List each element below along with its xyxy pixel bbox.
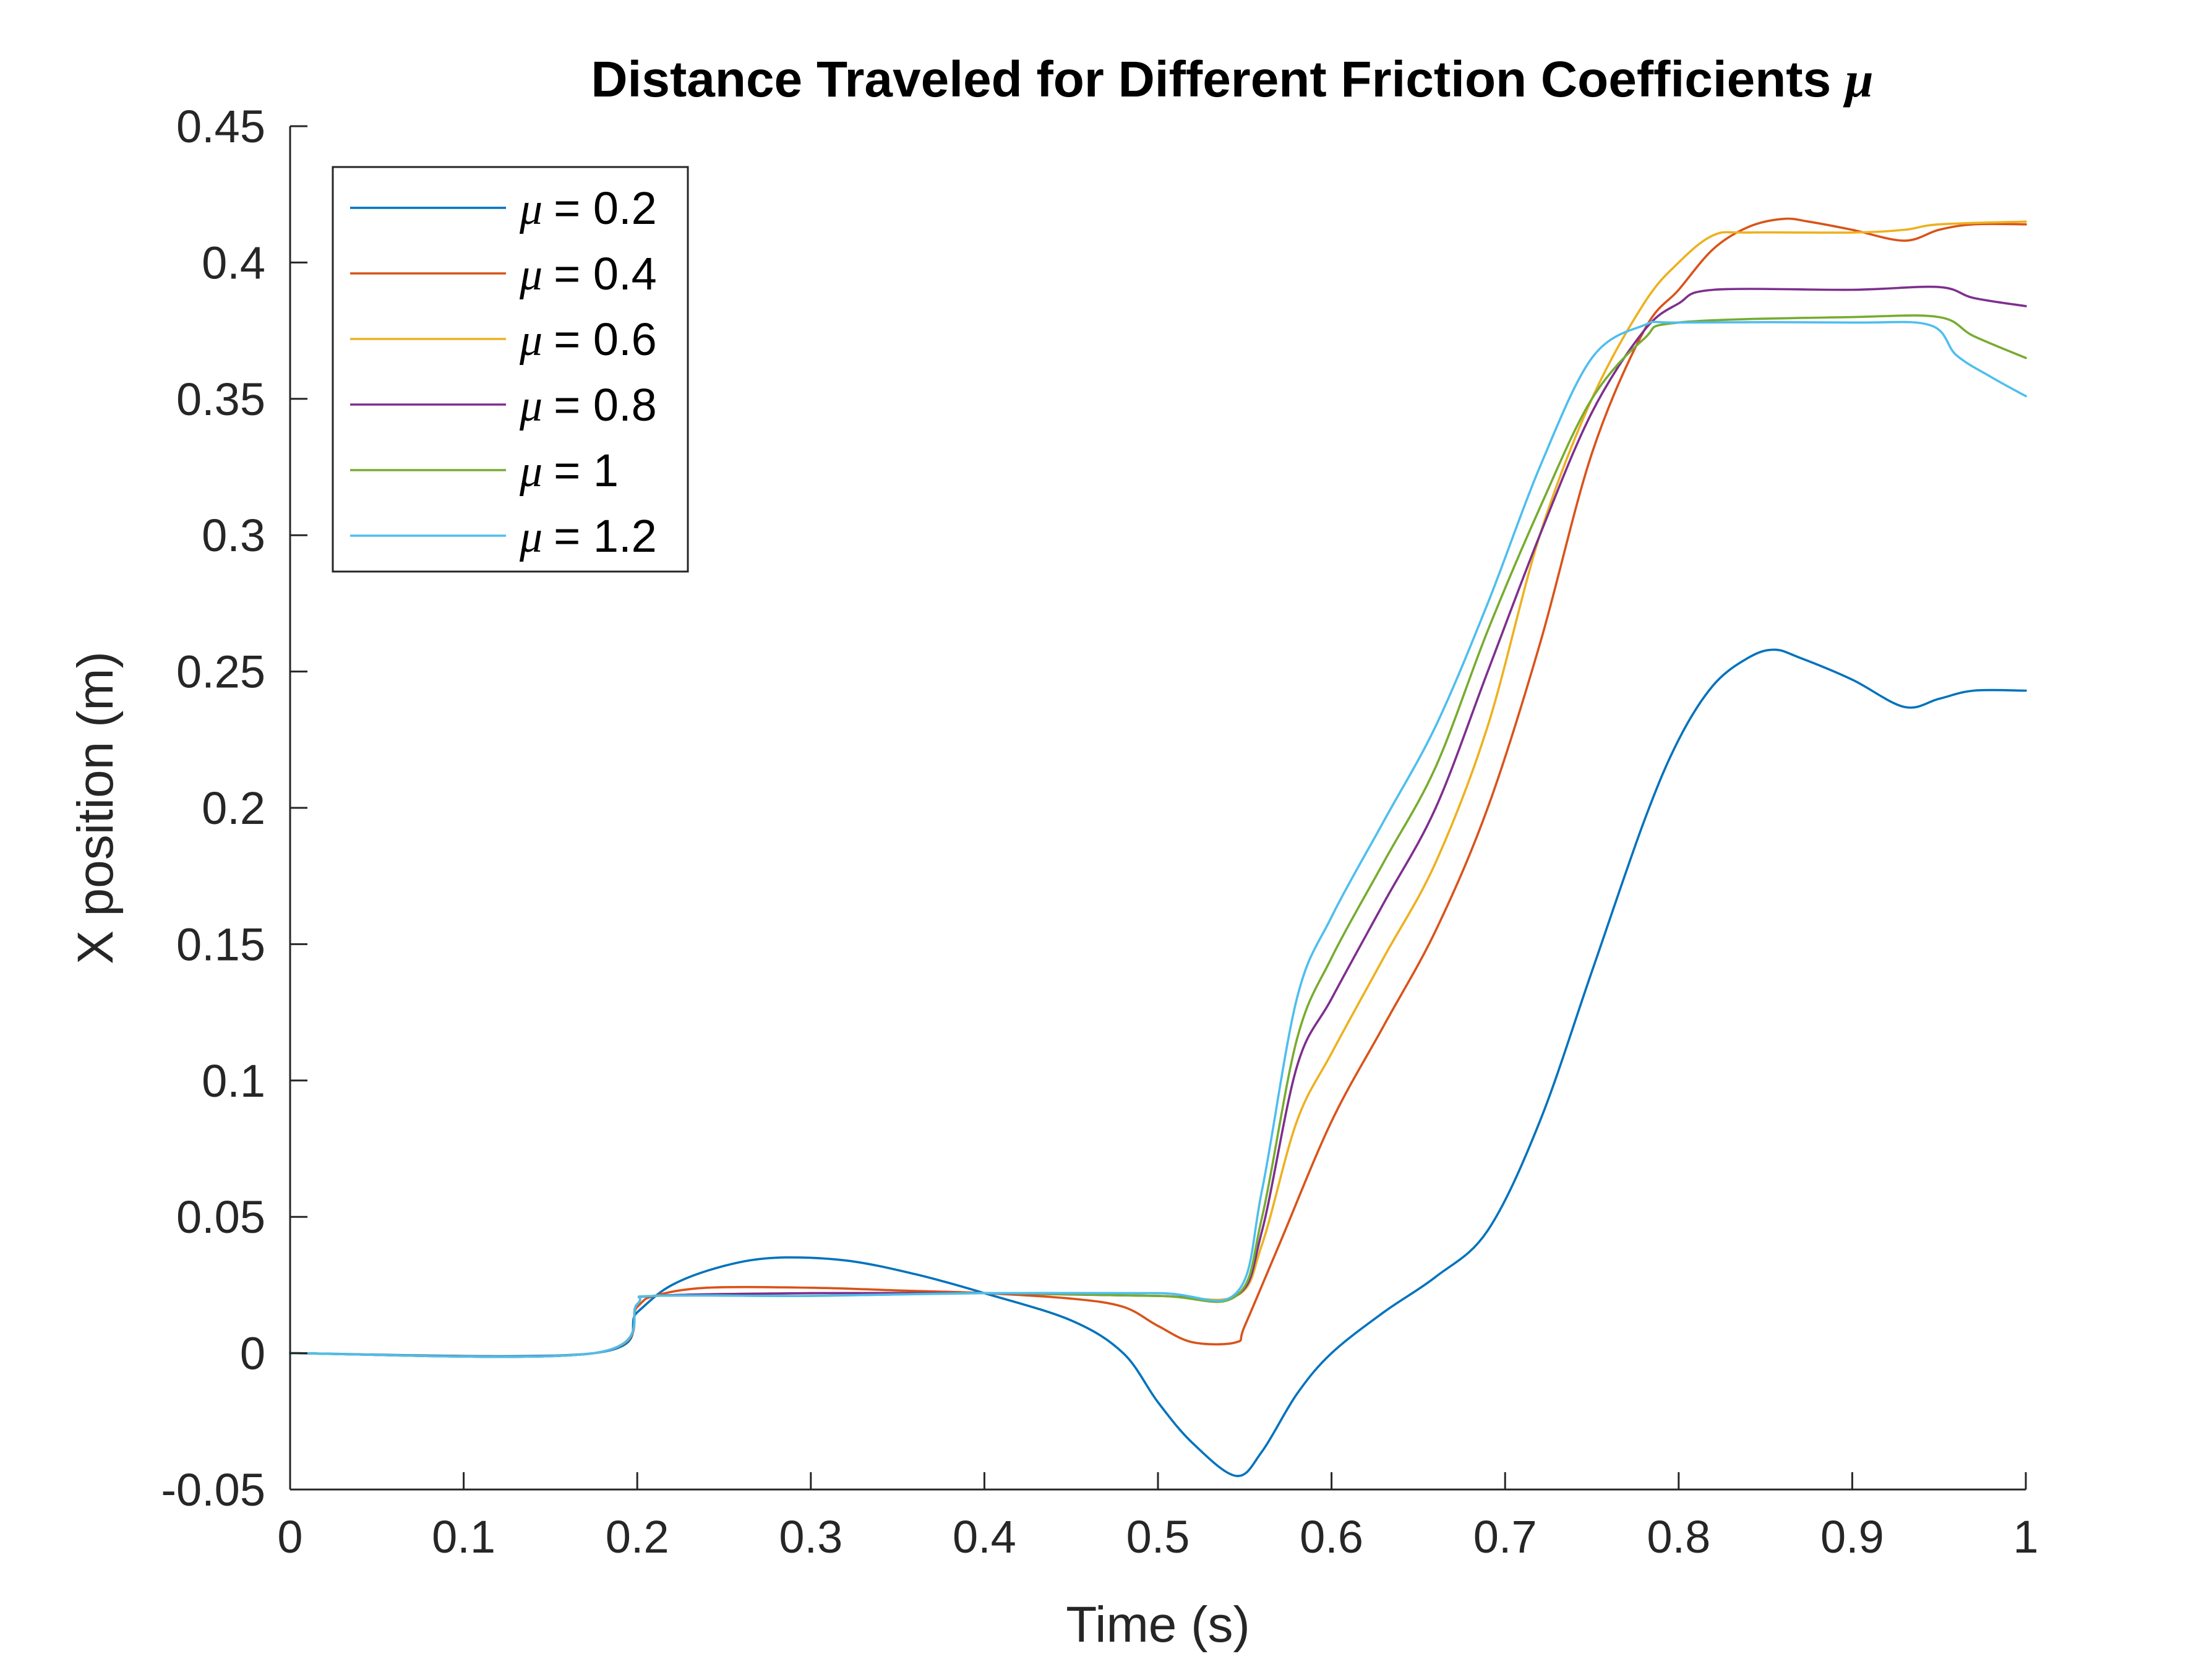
plot-area: 0 0.1 0.2 0.3 0.4 0.5 0.6 0.7 0.8 0.9 1 -0.0500.05… xyxy=(161,101,2038,1563)
x-tick-label: 0.7 xyxy=(1473,1511,1537,1563)
y-tick-label: 0.1 xyxy=(202,1055,265,1107)
chart-title: Distance Traveled for Different Friction… xyxy=(591,51,1873,108)
y-tick-label: 0.05 xyxy=(176,1191,265,1243)
x-tick-label: 0.8 xyxy=(1647,1511,1710,1563)
y-tick-label: 0.45 xyxy=(176,101,265,152)
legend-item: μ = 0.6 xyxy=(350,314,657,366)
legend-label: μ = 0.4 xyxy=(519,248,657,300)
x-axis-ticks: 0 0.1 0.2 0.3 0.4 0.5 0.6 0.7 0.8 0.9 1 xyxy=(277,1472,2039,1563)
x-tick-label: 0.1 xyxy=(432,1511,495,1563)
x-tick-label: 0.5 xyxy=(1126,1511,1190,1563)
legend-label: μ = 1 xyxy=(519,445,619,497)
series-group xyxy=(289,217,2027,1477)
x-axis-label: Time (s) xyxy=(1066,1597,1250,1653)
x-tick-label: 0 xyxy=(277,1511,302,1563)
legend-items: μ = 0.2 μ = 0.4 μ = 0.6 μ = 0.8 μ = 1 μ = 1.2 xyxy=(350,182,657,562)
x-tick-label: 0.2 xyxy=(606,1511,669,1563)
legend-box xyxy=(332,166,689,573)
legend-item: μ = 0.4 xyxy=(350,248,657,300)
y-tick-label: 0 xyxy=(240,1328,265,1379)
series-line-2 xyxy=(289,217,2027,1358)
legend-label: μ = 0.8 xyxy=(519,379,657,431)
y-tick-label: 0.35 xyxy=(176,374,265,425)
y-tick-label: -0.05 xyxy=(161,1464,265,1515)
series-line-6 xyxy=(289,320,2027,1358)
legend-item: μ = 1 xyxy=(350,445,619,497)
legend-label: μ = 1.2 xyxy=(519,510,657,562)
x-tick-label: 0.3 xyxy=(779,1511,842,1563)
y-tick-label: 0.2 xyxy=(202,782,265,834)
legend-label: μ = 0.6 xyxy=(519,314,657,366)
series-line-1 xyxy=(289,648,2027,1477)
legend-label: μ = 0.2 xyxy=(519,182,657,234)
legend-item: μ = 1.2 xyxy=(350,510,657,562)
y-tick-label: 0.3 xyxy=(202,510,265,561)
x-tick-label: 0.4 xyxy=(953,1511,1016,1563)
legend: μ = 0.2 μ = 0.4 μ = 0.6 μ = 0.8 μ = 1 μ = 1.2 xyxy=(332,166,689,573)
legend-item: μ = 0.8 xyxy=(350,379,657,431)
x-tick-label: 0.9 xyxy=(1820,1511,1884,1563)
x-tick-label: 1 xyxy=(2013,1511,2038,1563)
y-tick-label: 0.15 xyxy=(176,919,265,970)
y-tick-label: 0.25 xyxy=(176,646,265,698)
y-axis-label: X position (m) xyxy=(67,651,124,964)
y-axis-ticks: -0.05 0 0.05 0.1 0.15 0.2 0.25 0.3 0.35 0.4 0.45 xyxy=(161,101,307,1515)
y-tick-label: 0.4 xyxy=(202,237,265,288)
x-tick-label: 0.6 xyxy=(1300,1511,1363,1563)
legend-item: μ = 0.2 xyxy=(350,182,657,234)
